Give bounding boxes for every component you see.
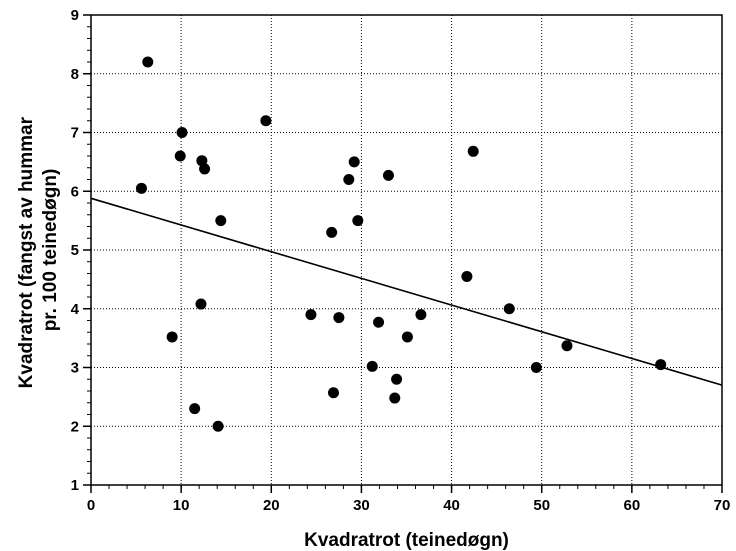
plot-area-frame — [90, 14, 723, 486]
data-point — [260, 115, 272, 127]
y-axis-title-line-1: Kvadratrot (fangst av hummar — [16, 116, 37, 388]
data-point — [176, 127, 188, 138]
x-tick-label: 20 — [263, 497, 280, 514]
data-point — [343, 174, 355, 185]
x-tick-label: 60 — [624, 497, 641, 514]
gridlines — [91, 15, 722, 485]
data-point — [391, 373, 403, 385]
data-point — [561, 340, 573, 352]
data-point — [467, 145, 479, 157]
x-tick-label: 50 — [533, 497, 550, 514]
x-tick-label: 70 — [714, 497, 731, 514]
x-tick-label: 30 — [353, 497, 370, 514]
data-point — [189, 403, 201, 415]
y-tick-label: 7 — [71, 125, 79, 142]
data-point — [215, 215, 227, 227]
trendline — [90, 197, 723, 386]
data-point — [415, 309, 427, 321]
x-tick-label: 10 — [173, 497, 190, 514]
y-tick-label: 3 — [71, 360, 79, 377]
data-point — [174, 150, 186, 162]
data-point — [305, 309, 317, 321]
data-point — [655, 359, 667, 371]
y-axis-title: Kvadratrot (fangst av hummar pr. 100 tei… — [16, 112, 61, 389]
data-point — [373, 316, 385, 328]
x-tick-label: 0 — [87, 497, 95, 514]
y-tick-label: 2 — [71, 418, 79, 435]
y-tick-label: 8 — [71, 66, 79, 83]
data-point — [366, 360, 378, 372]
y-tick-label: 1 — [71, 477, 79, 494]
y-tick-labels: 1 2 3 4 5 6 7 8 9 — [71, 7, 80, 494]
data-point — [382, 169, 394, 181]
data-points — [135, 56, 667, 432]
y-axis-title-line-2: pr. 100 teinedøgn) — [40, 169, 61, 332]
data-point — [199, 163, 211, 175]
data-point — [348, 156, 360, 168]
major-ticks — [83, 14, 723, 493]
trendline-group — [90, 197, 723, 386]
y-tick-label: 4 — [71, 301, 80, 318]
data-point — [195, 298, 207, 310]
data-point — [212, 420, 224, 432]
data-point — [327, 387, 339, 399]
data-point — [135, 182, 147, 194]
data-point — [333, 312, 345, 324]
data-point — [326, 226, 338, 238]
data-point — [352, 215, 364, 227]
y-tick-label: 6 — [71, 183, 79, 200]
data-point — [166, 331, 178, 343]
x-tick-labels: 0 10 20 30 40 50 60 70 — [87, 497, 731, 514]
data-point — [530, 362, 542, 373]
data-point — [142, 56, 154, 68]
x-axis-title: Kvadratrot (teinedøgn) — [304, 530, 509, 551]
x-tick-label: 40 — [443, 497, 460, 514]
data-point — [503, 303, 515, 315]
y-tick-label: 5 — [71, 242, 79, 259]
data-point — [401, 331, 413, 343]
y-tick-label: 9 — [71, 7, 79, 24]
data-point — [461, 270, 473, 282]
data-point — [389, 392, 401, 404]
